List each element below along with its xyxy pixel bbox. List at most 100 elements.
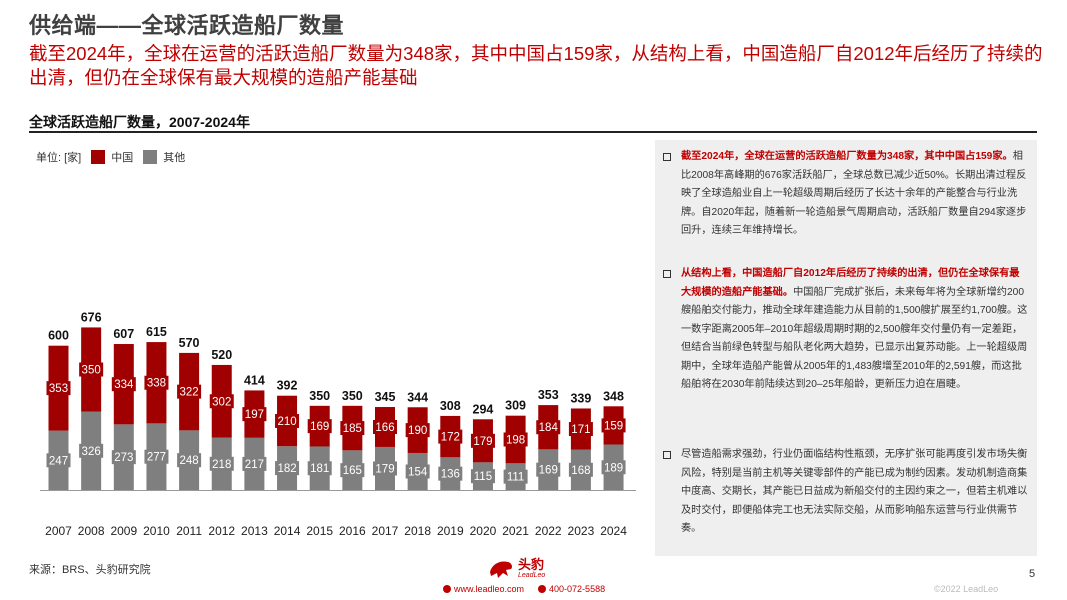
data-label-china-2011: 322 bbox=[180, 387, 199, 399]
data-label-china-2015: 169 bbox=[310, 421, 329, 433]
data-label-china-2021: 198 bbox=[506, 434, 525, 446]
insight-panel: 截至2024年，全球在运营的活跃造船厂数量为348家，其中中国占159家。相比2… bbox=[655, 140, 1037, 556]
label-bg-other bbox=[340, 463, 365, 478]
data-label-other-2021: 111 bbox=[507, 472, 524, 484]
data-label-china-2019: 172 bbox=[441, 432, 460, 444]
data-label-other-2017: 179 bbox=[375, 463, 394, 475]
data-label-other-2013: 217 bbox=[245, 459, 264, 471]
total-label-2020: 294 bbox=[473, 402, 494, 416]
data-label-china-2012: 302 bbox=[212, 396, 231, 408]
website-link[interactable]: www.leadleo.com bbox=[454, 584, 525, 594]
total-label-2017: 345 bbox=[375, 390, 396, 404]
data-label-other-2016: 165 bbox=[343, 465, 362, 477]
bullet-checkbox-icon bbox=[663, 270, 671, 278]
total-label-2018: 344 bbox=[407, 390, 428, 404]
bullet-text: 尽管造船需求强劲，行业仍面临结构性瓶颈，无序扩张可能再度引发市场失衡风险，特别是… bbox=[681, 449, 1028, 534]
data-label-china-2009: 334 bbox=[114, 379, 134, 391]
legend-swatch-other bbox=[143, 150, 158, 164]
x-tick-2015: 2015 bbox=[306, 524, 333, 538]
contact-info: www.leadleo.com 400-072-5588 bbox=[443, 584, 605, 594]
label-bg-other bbox=[470, 469, 495, 484]
label-bg-china bbox=[46, 381, 71, 396]
x-tick-2021: 2021 bbox=[502, 524, 529, 538]
label-bg-other bbox=[209, 456, 234, 471]
data-label-china-2008: 350 bbox=[82, 365, 101, 377]
label-bg-other bbox=[373, 461, 397, 476]
data-label-china-2020: 179 bbox=[473, 436, 492, 448]
x-tick-2017: 2017 bbox=[372, 524, 399, 538]
total-label-2019: 308 bbox=[440, 399, 461, 413]
page-title: 供给端——全球活跃造船厂数量 bbox=[29, 13, 345, 38]
data-label-other-2020: 115 bbox=[474, 471, 492, 483]
label-bg-other bbox=[111, 450, 136, 465]
data-label-china-2010: 338 bbox=[147, 378, 166, 390]
bullet-highlight: 从结构上看，中国造船厂自2012年后经历了持续的出清，但仍在全球保有最大规模的造… bbox=[681, 268, 1020, 298]
label-bg-other bbox=[144, 449, 169, 464]
data-label-other-2019: 136 bbox=[441, 469, 460, 481]
bullet-text: 中国船厂完成扩张后，未来每年将为全球新增约200艘船舶交付能力，推动全球年建造能… bbox=[681, 286, 1028, 391]
label-bg-china bbox=[503, 432, 528, 447]
total-label-2007: 600 bbox=[48, 329, 69, 343]
label-bg-china bbox=[111, 377, 136, 392]
data-label-other-2014: 182 bbox=[277, 463, 296, 475]
x-tick-2009: 2009 bbox=[110, 524, 137, 538]
legend-swatch-china bbox=[91, 150, 106, 164]
label-bg-other bbox=[46, 453, 71, 468]
total-label-2015: 350 bbox=[309, 389, 330, 403]
x-tick-2019: 2019 bbox=[437, 524, 464, 538]
label-bg-other bbox=[438, 466, 463, 481]
x-tick-2024: 2024 bbox=[600, 524, 627, 538]
data-label-china-2023: 171 bbox=[571, 424, 590, 436]
label-bg-other bbox=[242, 456, 267, 471]
label-bg-china bbox=[307, 419, 332, 434]
phone-number: 400-072-5588 bbox=[549, 584, 606, 594]
data-label-other-2024: 189 bbox=[604, 462, 623, 474]
legend-label-other: 其他 bbox=[163, 152, 186, 164]
insight-bullet-3: 尽管造船需求强劲，行业仍面临结构性瓶颈，无序扩张可能再度引发市场失衡风险，特别是… bbox=[663, 446, 1029, 539]
label-bg-china bbox=[601, 418, 626, 433]
data-label-china-2024: 159 bbox=[604, 420, 623, 432]
logo-text: 头豹 bbox=[518, 557, 545, 572]
total-label-2008: 676 bbox=[81, 310, 102, 324]
data-label-china-2016: 185 bbox=[343, 423, 362, 435]
chart-title: 全球活跃造船厂数量，2007-2024年 bbox=[29, 114, 250, 130]
data-label-china-2014: 210 bbox=[277, 416, 296, 428]
label-bg-china bbox=[536, 420, 561, 435]
bullet-text: 相比2008年高峰期的676家活跃船厂，全球总数已减少近50%。长期出清过程反映… bbox=[681, 151, 1027, 236]
data-label-other-2023: 168 bbox=[571, 465, 590, 477]
label-bg-other bbox=[601, 460, 626, 475]
label-bg-other bbox=[307, 461, 332, 476]
total-label-2014: 392 bbox=[277, 379, 298, 393]
label-bg-other bbox=[275, 461, 300, 476]
bullet-highlight: 截至2024年，全球在运营的活跃造船厂数量为348家，其中中国占159家。 bbox=[681, 151, 1013, 162]
data-label-other-2022: 169 bbox=[539, 465, 558, 477]
data-label-other-2008: 326 bbox=[82, 446, 101, 458]
insight-bullet-2: 从结构上看，中国造船厂自2012年后经历了持续的出清，但仍在全球保有最大规模的造… bbox=[663, 265, 1029, 395]
total-label-2024: 348 bbox=[603, 389, 624, 403]
data-label-other-2010: 277 bbox=[147, 452, 166, 464]
x-tick-2016: 2016 bbox=[339, 524, 366, 538]
data-label-other-2009: 273 bbox=[114, 452, 133, 464]
data-label-china-2022: 184 bbox=[539, 422, 559, 434]
total-label-2011: 570 bbox=[179, 336, 200, 350]
total-label-2013: 414 bbox=[244, 373, 265, 387]
label-bg-other bbox=[536, 462, 561, 477]
x-tick-2008: 2008 bbox=[78, 524, 105, 538]
x-tick-2007: 2007 bbox=[45, 524, 72, 538]
label-bg-china bbox=[470, 433, 495, 448]
stacked-bar-chart: 247 353 600 2007 326 350 676 2008 273 334 607 2009 2… bbox=[40, 310, 636, 538]
total-label-2010: 615 bbox=[146, 325, 167, 339]
x-tick-2022: 2022 bbox=[535, 524, 562, 538]
label-bg-other bbox=[177, 453, 202, 468]
label-bg-china bbox=[177, 384, 202, 399]
page-number: 5 bbox=[1029, 568, 1036, 580]
x-tick-2014: 2014 bbox=[274, 524, 301, 538]
x-tick-2018: 2018 bbox=[404, 524, 431, 538]
brand-logo: 头豹 LeadLeo bbox=[488, 558, 545, 580]
page-subtitle: 截至2024年，全球在运营的活跃造船厂数量为348家，其中中国占159家，从结构… bbox=[29, 43, 1043, 88]
chart-legend: 单位: [家] 中国 其他 bbox=[36, 149, 185, 165]
label-bg-china bbox=[242, 407, 267, 422]
total-label-2012: 520 bbox=[211, 348, 232, 362]
leopard-icon bbox=[490, 561, 512, 578]
unit-label: 单位: [家] bbox=[36, 152, 82, 164]
